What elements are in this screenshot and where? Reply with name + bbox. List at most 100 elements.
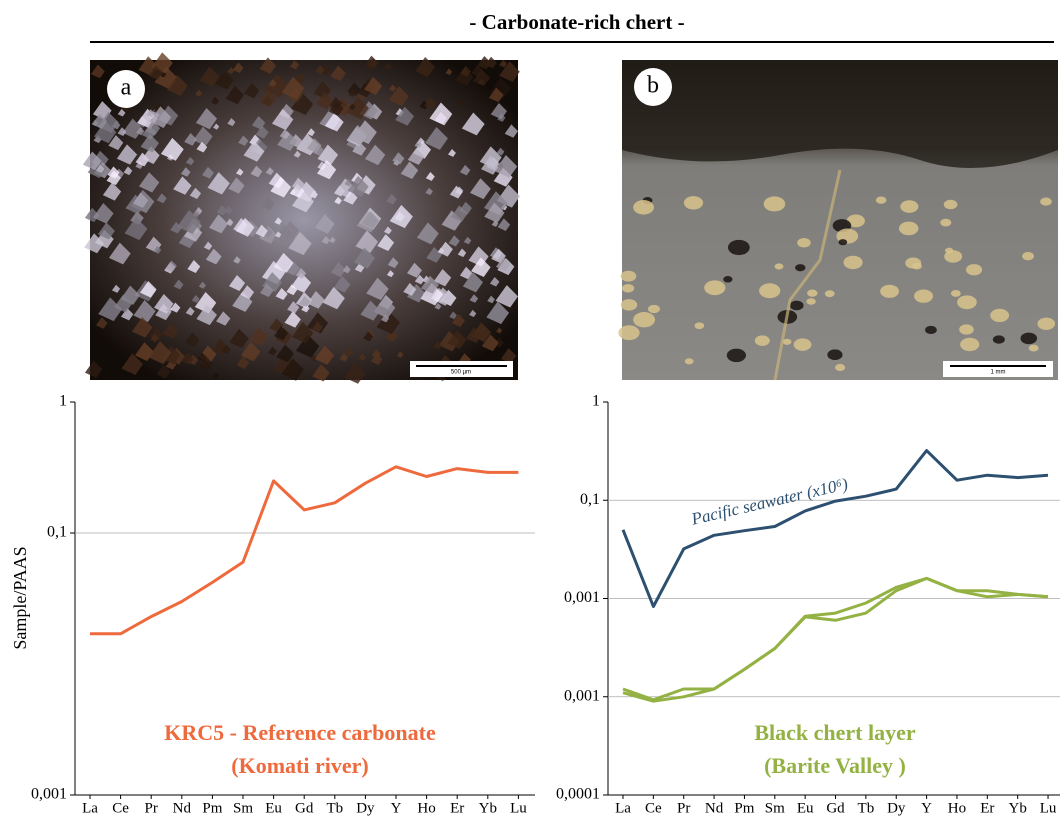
grain	[477, 55, 492, 70]
grain	[202, 166, 214, 179]
grain	[227, 67, 235, 75]
grain	[496, 327, 503, 334]
grain	[306, 138, 322, 154]
grain	[353, 247, 375, 269]
grain	[280, 221, 300, 240]
grain	[966, 264, 983, 276]
grain	[268, 79, 277, 88]
grain	[185, 306, 195, 316]
grain	[683, 196, 704, 210]
x-tick-label: Eu	[265, 800, 282, 816]
grain	[419, 100, 429, 110]
grain	[243, 140, 265, 162]
x-tick-label: Lu	[1040, 800, 1057, 816]
grain	[414, 140, 423, 149]
grain	[496, 161, 504, 169]
grain	[149, 106, 172, 128]
x-tick-label: Dy	[887, 800, 906, 816]
grain	[782, 338, 792, 345]
x-tick-label: Ce	[112, 800, 129, 816]
grain	[286, 284, 298, 296]
x-tick-label: Sm	[233, 800, 253, 816]
grain	[90, 64, 105, 79]
grain	[484, 202, 505, 223]
grain	[156, 364, 171, 379]
grain	[191, 294, 200, 303]
photo-label-badge	[107, 70, 145, 108]
grain	[229, 328, 249, 349]
grain	[107, 166, 120, 179]
grain	[180, 167, 191, 177]
grain	[366, 277, 389, 301]
grain	[429, 102, 453, 126]
grain	[383, 226, 392, 235]
grain	[82, 151, 102, 171]
grain	[93, 134, 102, 144]
grain	[420, 275, 439, 294]
annotation: KRC5 - Reference carbonate	[164, 720, 436, 745]
grain	[385, 329, 398, 343]
x-tick-label: Nd	[173, 800, 192, 816]
series-line	[622, 576, 1049, 702]
grain	[950, 289, 961, 297]
grain	[414, 274, 425, 285]
grain	[448, 235, 460, 247]
grain	[364, 55, 379, 71]
grain	[387, 257, 399, 269]
grain	[228, 177, 245, 194]
grain	[216, 205, 227, 216]
grain	[295, 181, 317, 203]
x-tick-label: Pr	[145, 800, 158, 816]
grain	[432, 341, 442, 350]
x-tick-label: Gd	[826, 800, 845, 816]
grain	[455, 186, 464, 195]
grain	[459, 266, 473, 280]
grain	[344, 178, 353, 187]
grain	[95, 317, 108, 329]
grain	[267, 346, 277, 356]
photo-a: a 500 µm	[82, 52, 521, 384]
grain	[1020, 332, 1038, 345]
grain	[291, 92, 314, 116]
grain	[495, 285, 519, 308]
series-line	[622, 576, 1049, 703]
grain	[273, 326, 288, 341]
y-axis-label: Sample/PAAS	[10, 546, 30, 649]
grain	[108, 242, 131, 265]
x-tick-label: Tb	[858, 800, 875, 816]
grain	[959, 324, 974, 335]
grain	[293, 150, 301, 158]
grain	[357, 83, 372, 98]
grain	[457, 98, 466, 107]
grain	[406, 262, 422, 278]
grain	[199, 66, 220, 87]
figure-title: - Carbonate-rich chert -	[469, 10, 684, 34]
grain	[472, 69, 491, 87]
grain	[415, 57, 436, 77]
grain	[243, 82, 260, 99]
annotation: (Barite Valley )	[764, 753, 906, 778]
grain	[84, 233, 105, 254]
grain	[376, 310, 400, 335]
grain	[250, 165, 263, 178]
grain	[377, 234, 395, 252]
grain	[343, 347, 354, 357]
grain	[621, 283, 635, 293]
grain	[386, 270, 394, 278]
grain	[148, 65, 163, 80]
grain	[170, 221, 182, 234]
grain	[276, 344, 295, 363]
grain	[838, 239, 848, 246]
grain	[420, 282, 444, 306]
x-tick-label: Yb	[1009, 800, 1027, 816]
grain	[407, 148, 425, 165]
grain	[445, 68, 453, 76]
grain	[309, 354, 318, 362]
grain	[178, 231, 196, 249]
grain	[120, 334, 129, 343]
grain	[911, 262, 922, 270]
x-tick-label: Er	[980, 800, 994, 816]
grain	[255, 125, 269, 139]
photo-label: a	[121, 75, 132, 101]
grain	[102, 182, 122, 201]
